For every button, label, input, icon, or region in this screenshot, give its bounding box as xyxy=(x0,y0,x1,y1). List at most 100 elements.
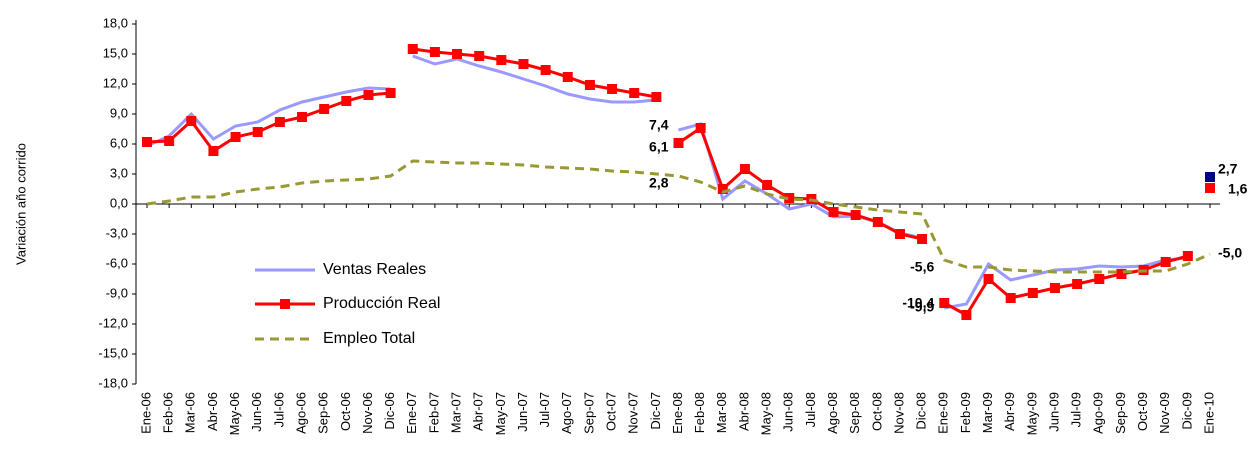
marker xyxy=(584,80,595,90)
marker xyxy=(717,184,728,194)
x-tick-label: Nov-08 xyxy=(891,392,906,434)
x-tick-label: Jun-07 xyxy=(515,392,530,432)
x-tick-label: Mar-07 xyxy=(448,392,463,433)
x-tick-label: May-07 xyxy=(493,392,508,435)
marker xyxy=(695,123,706,133)
legend-marker xyxy=(280,299,290,309)
marker xyxy=(607,84,618,94)
legend-label: Empleo Total xyxy=(323,330,415,347)
y-tick-label: -12,0 xyxy=(98,315,128,330)
x-tick-label: Oct-09 xyxy=(1135,392,1150,431)
y-tick-label: 12,0 xyxy=(103,75,128,90)
x-tick-label: Ene-06 xyxy=(138,392,153,434)
marker xyxy=(850,210,861,220)
data-label: 1,6 xyxy=(1228,181,1248,197)
y-tick-label: 18,0 xyxy=(103,15,128,30)
marker xyxy=(496,55,507,65)
line-series xyxy=(412,47,657,99)
marker xyxy=(474,51,485,61)
x-tick-label: Abr-08 xyxy=(736,392,751,431)
marker xyxy=(1116,269,1127,279)
y-tick-label: -15,0 xyxy=(98,345,128,360)
marker xyxy=(983,274,994,284)
line-series xyxy=(146,159,1211,274)
marker xyxy=(651,92,662,102)
x-tick-label: Feb-07 xyxy=(426,392,441,433)
marker xyxy=(385,88,396,98)
marker xyxy=(1094,274,1105,284)
x-tick-label: Jul-07 xyxy=(537,392,552,427)
x-tick-label: Sep-07 xyxy=(581,392,596,434)
x-tick-label: Mar-06 xyxy=(183,392,198,433)
marker xyxy=(1182,251,1193,261)
marker xyxy=(673,138,684,148)
marker xyxy=(562,72,573,82)
marker xyxy=(894,229,905,239)
x-tick-label: Ago-07 xyxy=(559,392,574,434)
data-label: 7,4 xyxy=(649,117,669,133)
data-label: -5,6 xyxy=(910,259,934,275)
x-tick-label: Dic-08 xyxy=(914,392,929,430)
x-tick-label: Dic-07 xyxy=(648,392,663,430)
marker xyxy=(319,104,330,114)
y-tick-label: -18,0 xyxy=(98,375,128,390)
y-tick-label: 15,0 xyxy=(103,45,128,60)
marker xyxy=(452,49,463,59)
x-tick-label: Sep-08 xyxy=(847,392,862,434)
data-label: 6,1 xyxy=(649,139,669,155)
data-label: 2,8 xyxy=(649,175,669,191)
y-tick-label: -9,0 xyxy=(106,285,128,300)
x-tick-label: Oct-08 xyxy=(869,392,884,431)
marker xyxy=(274,117,285,127)
x-tick-label: Oct-06 xyxy=(338,392,353,431)
marker xyxy=(363,90,374,100)
marker xyxy=(230,132,241,142)
x-tick-label: May-08 xyxy=(759,392,774,435)
marker xyxy=(917,234,928,244)
x-tick-label: Ago-08 xyxy=(825,392,840,434)
x-tick-label: Jun-08 xyxy=(781,392,796,432)
marker xyxy=(1072,279,1083,289)
line-series xyxy=(677,125,923,241)
x-tick-label: Ene-08 xyxy=(670,392,685,434)
x-tick-label: Sep-06 xyxy=(316,392,331,434)
x-tick-label: Ene-09 xyxy=(936,392,951,434)
x-tick-label: Feb-09 xyxy=(958,392,973,433)
x-tick-label: Ago-06 xyxy=(293,392,308,434)
x-tick-label: Nov-07 xyxy=(626,392,641,434)
x-tick-label: Oct-07 xyxy=(604,392,619,431)
x-tick-label: Jul-06 xyxy=(271,392,286,427)
x-tick-label: May-06 xyxy=(227,392,242,435)
data-label: -10,4 xyxy=(902,295,934,311)
x-tick-label: May-09 xyxy=(1024,392,1039,435)
marker xyxy=(739,164,750,174)
x-tick-label: Jul-09 xyxy=(1069,392,1084,427)
x-tick-label: Abr-07 xyxy=(471,392,486,431)
y-tick-label: 6,0 xyxy=(110,135,128,150)
marker xyxy=(1027,288,1038,298)
marker xyxy=(208,146,219,156)
data-label: 2,7 xyxy=(1218,161,1238,177)
y-tick-label: 9,0 xyxy=(110,105,128,120)
marker xyxy=(142,137,152,147)
x-tick-label: Nov-06 xyxy=(360,392,375,434)
marker xyxy=(341,96,352,106)
marker xyxy=(252,127,263,137)
y-axis-label: Variación año corrido xyxy=(13,143,28,265)
x-tick-label: Feb-08 xyxy=(692,392,707,433)
legend-label: Ventas Reales xyxy=(323,261,426,278)
data-label: -9,9 xyxy=(910,299,934,315)
marker xyxy=(784,193,795,203)
marker xyxy=(629,88,640,98)
marker xyxy=(1005,293,1016,303)
y-tick-label: 3,0 xyxy=(110,165,128,180)
x-tick-label: Ene-10 xyxy=(1201,392,1216,434)
x-tick-label: Mar-08 xyxy=(714,392,729,433)
marker xyxy=(872,217,883,227)
line-series xyxy=(678,122,923,240)
x-tick-label: Jun-09 xyxy=(1046,392,1061,432)
marker xyxy=(828,207,839,217)
x-tick-label: Ene-07 xyxy=(404,392,419,434)
marker xyxy=(186,116,197,126)
